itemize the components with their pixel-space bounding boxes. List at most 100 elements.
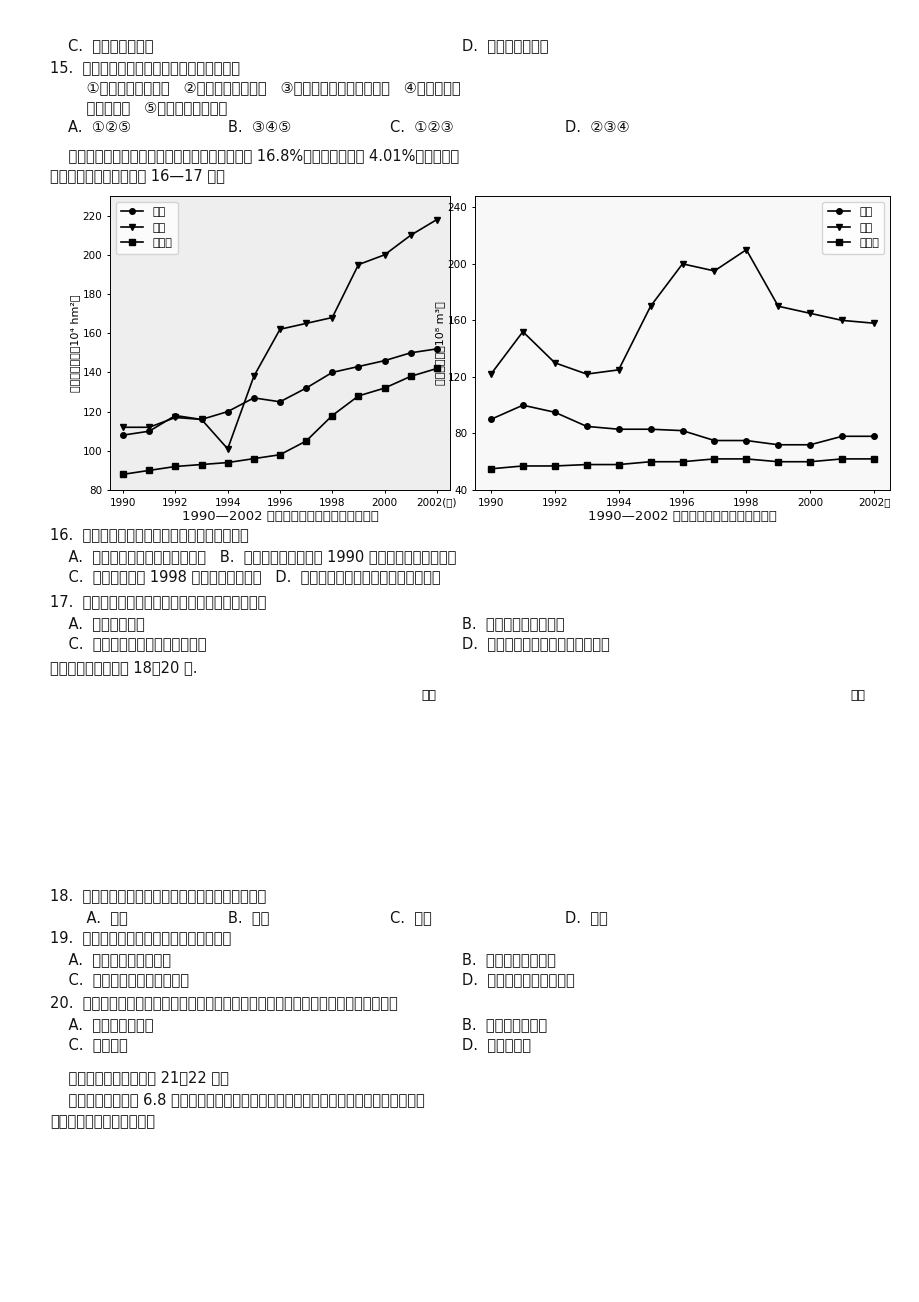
黑龙江 [196,457,207,473]
Line: 黑龙江: 黑龙江 [120,366,439,477]
Text: D.  人口稀疏，劳动力不足: D. 人口稀疏，劳动力不足 [461,973,574,987]
Text: 种形式，其中火电是主体。: 种形式，其中火电是主体。 [50,1115,154,1129]
辽宁 [516,397,528,413]
吉林 [676,256,687,272]
吉林 [379,247,390,263]
Y-axis label: 有效灌溉面积（10⁴ hm²）: 有效灌溉面积（10⁴ hm²） [70,294,80,392]
黑龙江 [379,380,390,396]
黑龙江 [118,466,129,482]
Text: C.  ①②③: C. ①②③ [390,120,453,135]
Text: B.  吉林: B. 吉林 [228,910,269,924]
辽宁 [431,341,442,357]
Text: 图一: 图一 [421,689,436,702]
黑龙江 [612,457,623,473]
黑龙江 [516,458,528,474]
黑龙江 [143,462,154,478]
Line: 黑龙江: 黑龙江 [488,456,876,471]
吉林 [772,298,783,314]
Text: 幅图，结合相关知识回答 16—17 题。: 幅图，结合相关知识回答 16—17 题。 [50,168,224,184]
Text: 读下面两幅图，回答 18～20 题.: 读下面两幅图，回答 18～20 题. [50,660,198,674]
辽宁 [404,345,415,361]
吉林 [804,306,815,322]
Y-axis label: 灌溉用水量（10⁸ m³）: 灌溉用水量（10⁸ m³） [435,301,445,385]
吉林 [740,242,751,258]
吉林 [170,410,181,426]
黑龙江 [676,454,687,470]
黑龙江 [804,454,815,470]
黑龙江 [868,450,879,466]
Text: D.  陕西: D. 陕西 [564,910,607,924]
黑龙江 [326,408,337,423]
辽宁 [326,365,337,380]
吉林 [353,256,364,272]
辽宁 [118,427,129,443]
Text: 1990—2002 年东北三省灌溉用水量变化图: 1990—2002 年东北三省灌溉用水量变化图 [587,510,776,523]
Line: 辽宁: 辽宁 [488,402,876,448]
黑龙江 [431,361,442,376]
黑龙江 [549,458,560,474]
黑龙江 [404,368,415,384]
辽宁 [248,391,259,406]
Line: 吉林: 吉林 [487,246,877,378]
辽宁 [274,395,285,410]
Legend: 辽宁, 吉林, 黑龙江: 辽宁, 吉林, 黑龙江 [822,202,883,254]
吉林 [516,324,528,340]
Text: D.  水热条件好: D. 水热条件好 [461,1036,530,1052]
辽宁 [676,423,687,439]
Text: 东北三省是我国重要的商品粮基地，耕地占全国 16.8%。水资源占全国 4.01%。读下面两: 东北三省是我国重要的商品粮基地，耕地占全国 16.8%。水资源占全国 4.01%… [50,148,459,163]
吉林 [326,310,337,326]
黑龙江 [170,458,181,474]
Text: 我国水能蕴藏量约 6.8 亿千瓦，主要分布在西南地区。我国电力工业主要有水电和火电两: 我国水能蕴藏量约 6.8 亿千瓦，主要分布在西南地区。我国电力工业主要有水电和火… [50,1092,425,1107]
辽宁 [196,411,207,427]
Text: A.  农田灌溉用水量都呈增长态势   B.  农田有效灌溉面积自 1990 年以来呈快速增长态势: A. 农田灌溉用水量都呈增长态势 B. 农田有效灌溉面积自 1990 年以来呈快… [50,549,456,564]
Text: B.  ③④⑤: B. ③④⑤ [228,120,291,135]
辽宁 [740,432,751,448]
Text: A.  广东: A. 广东 [68,910,128,924]
黑龙江 [709,450,720,466]
黑龙江 [274,447,285,462]
吉林 [274,322,285,337]
辽宁 [835,428,846,444]
吉林 [485,366,496,381]
黑龙江 [485,461,496,477]
Text: D.  耕地资源丰富，水资源相对短缺: D. 耕地资源丰富，水资源相对短缺 [461,635,609,651]
Text: A.  地势平坦，土壤肥沃: A. 地势平坦，土壤肥沃 [50,952,171,967]
辽宁 [709,432,720,448]
吉林 [868,315,879,331]
黑龙江 [740,450,751,466]
Text: B.  耕地资源集中在东部: B. 耕地资源集中在东部 [461,616,564,631]
吉林 [644,298,655,314]
Text: A.  ①②⑤: A. ①②⑤ [68,120,131,135]
Text: 图二: 图二 [849,689,865,702]
Text: 1990—2002 年东北三省有效灌溉面积变化图: 1990—2002 年东北三省有效灌溉面积变化图 [181,510,378,523]
Text: A.  单位面积产量高: A. 单位面积产量高 [50,1017,153,1032]
黑龙江 [301,434,312,449]
辽宁 [772,437,783,453]
吉林 [581,366,592,381]
辽宁 [804,437,815,453]
Text: B.  不使用化肥、农药: B. 不使用化肥、农药 [461,952,555,967]
吉林 [196,411,207,427]
Text: C.  气候温和湿润，降水丰富: C. 气候温和湿润，降水丰富 [50,973,188,987]
辽宁 [612,422,623,437]
辽宁 [868,428,879,444]
Text: C.  新疆: C. 新疆 [390,910,431,924]
吉林 [549,355,560,371]
辽宁 [549,405,560,421]
Text: C.  灌溉用水量自 1998 年以来呈减少趋势   D.  有效灌溉面积与灌溉用水量同步增长: C. 灌溉用水量自 1998 年以来呈减少趋势 D. 有效灌溉面积与灌溉用水量同… [50,569,440,585]
辽宁 [379,353,390,368]
黑龙江 [644,454,655,470]
吉林 [709,263,720,279]
黑龙江 [581,457,592,473]
吉林 [835,312,846,328]
辽宁 [485,411,496,427]
Text: B.  人均耕地面积大: B. 人均耕地面积大 [461,1017,547,1032]
Text: D.  ②③④: D. ②③④ [564,120,629,135]
Line: 辽宁: 辽宁 [120,346,439,437]
吉林 [143,419,154,435]
Text: 18.  甲区中的主要农作物种类在我国的最大产区是：: 18. 甲区中的主要农作物种类在我国的最大产区是： [50,888,266,904]
吉林 [221,441,233,457]
辽宁 [301,380,312,396]
辽宁 [581,418,592,434]
吉林 [612,362,623,378]
